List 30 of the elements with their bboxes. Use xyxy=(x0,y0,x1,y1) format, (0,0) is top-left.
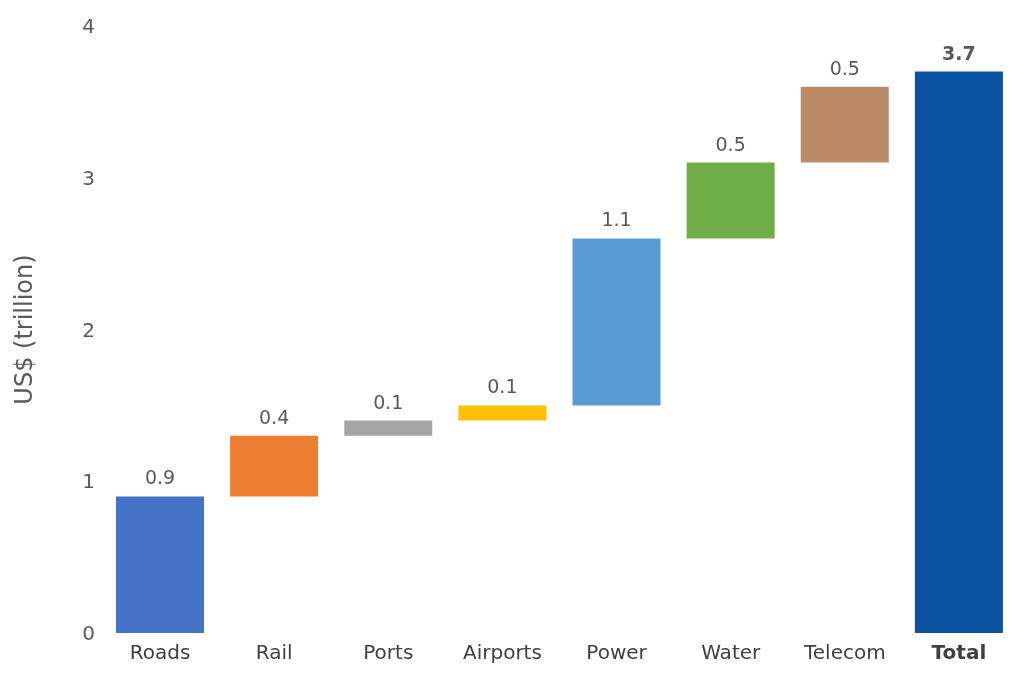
x-tick-label: Airports xyxy=(462,640,542,664)
bar xyxy=(914,71,1003,633)
bar xyxy=(116,496,204,633)
x-tick-label: Ports xyxy=(363,640,414,664)
bar xyxy=(572,238,661,406)
bar xyxy=(344,420,433,436)
data-label: 0.5 xyxy=(715,132,746,155)
x-tick-label: Roads xyxy=(129,640,191,664)
data-label: 3.7 xyxy=(942,41,976,64)
y-axis-title: US$ (trillion) xyxy=(9,254,38,405)
data-label: 0.9 xyxy=(144,466,176,489)
y-tick-label: 4 xyxy=(82,14,95,39)
data-label: 0.5 xyxy=(829,56,860,79)
bar xyxy=(230,435,319,497)
bar xyxy=(686,162,775,239)
data-label: 0.4 xyxy=(259,405,290,428)
bar xyxy=(800,86,889,163)
bar xyxy=(458,405,547,421)
data-label: 0.1 xyxy=(487,375,518,398)
y-tick-label: 0 xyxy=(82,621,95,646)
data-label: 0.1 xyxy=(373,390,404,413)
y-tick-label: 1 xyxy=(82,469,95,494)
data-label: 1.1 xyxy=(601,208,632,231)
y-tick-label: 2 xyxy=(82,317,95,342)
x-tick-label: Power xyxy=(586,640,648,664)
x-tick-label: Telecom xyxy=(802,640,886,664)
y-tick-label: 3 xyxy=(82,165,95,190)
x-tick-label: Total xyxy=(931,640,987,664)
x-tick-label: Water xyxy=(701,640,762,664)
x-tick-label: Rail xyxy=(255,640,293,664)
